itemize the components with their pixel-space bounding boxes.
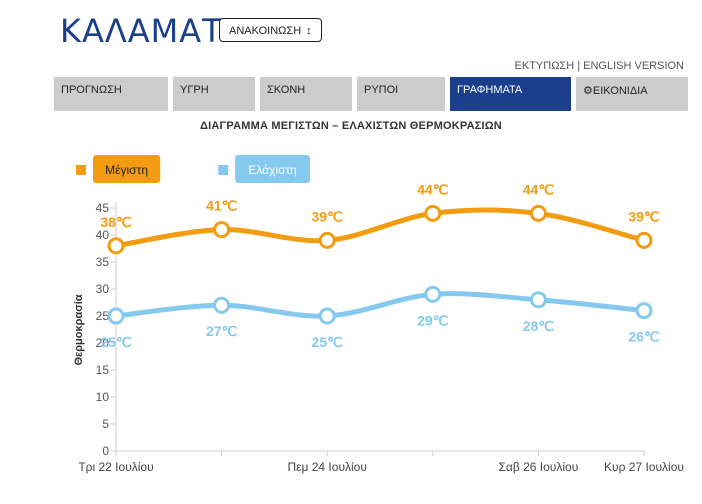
tab-label: ΡΥΠΟΙ xyxy=(364,84,399,96)
data-label: 41℃ xyxy=(206,198,238,214)
top-links: ΕΚΤΥΠΩΣΗ | ENGLISH VERSION xyxy=(515,60,684,72)
data-label: 28℃ xyxy=(523,318,555,334)
chart-title: ΔΙΑΓΡΑΜΜΑ ΜΕΓΙΣΤΩΝ – ΕΛΑΧΙΣΤΩΝ ΘΕΡΜΟΚΡΑΣ… xyxy=(200,120,502,132)
y-tick-label: 35 xyxy=(96,255,110,269)
tab-label: ΣΚΟΝΗ xyxy=(267,84,306,96)
legend-swatch xyxy=(218,165,229,175)
announcement-label: ΑΝΑΚΟΙΝΩΣΗ xyxy=(229,25,302,37)
tab-label: ΥΓΡΗ xyxy=(180,84,209,96)
x-tick-label: Σαβ 26 Ιουλίου xyxy=(499,460,579,474)
y-axis-label: Θερμοκρασία xyxy=(73,294,85,365)
legend-box xyxy=(93,155,161,183)
sort-arrow-icon: ↕ xyxy=(306,25,312,37)
x-tick-label: Τρι 22 Ιουλίου xyxy=(78,460,153,474)
tab-label: ΕΙΚΟΝΙΔΙΑ xyxy=(592,85,648,97)
tab-charts[interactable]: ΓΡΑΦΗΜΑΤΑ xyxy=(450,77,571,111)
data-point xyxy=(318,231,336,249)
print-link[interactable]: ΕΚΤΥΠΩΣΗ xyxy=(514,60,575,72)
data-point xyxy=(318,307,336,325)
announcement-button[interactable]: ΑΝΑΚΟΙΝΩΣΗ ↕ xyxy=(219,18,322,42)
data-point xyxy=(529,291,547,309)
y-tick-label: 0 xyxy=(102,444,109,458)
data-label: 26℃ xyxy=(628,329,660,345)
tab-humidity[interactable]: ΥΓΡΗ xyxy=(173,77,255,111)
data-point xyxy=(107,237,125,255)
gear-icon: ⚙ xyxy=(583,85,593,97)
legend-label: Μέγιστη xyxy=(105,163,148,177)
tab-label: ΓΡΑΦΗΜΑΤΑ xyxy=(457,84,523,96)
y-tick-label: 10 xyxy=(96,390,110,404)
data-point xyxy=(424,204,442,222)
legend-box xyxy=(235,155,310,183)
y-tick-label: 40 xyxy=(96,228,110,242)
data-label: 25℃ xyxy=(100,334,132,350)
legend-label: Ελάχιστη xyxy=(248,163,297,177)
data-point xyxy=(529,204,547,222)
english-version-link[interactable]: ENGLISH VERSION xyxy=(583,60,684,72)
data-point xyxy=(635,302,653,320)
series-line xyxy=(113,291,647,319)
y-tick-label: 25 xyxy=(96,309,110,323)
data-point xyxy=(213,221,231,239)
tab-dust[interactable]: ΣΚΟΝΗ xyxy=(260,77,352,111)
data-label: 25℃ xyxy=(312,334,344,350)
y-tick-label: 30 xyxy=(96,282,110,296)
data-point xyxy=(107,307,125,325)
data-label: 44℃ xyxy=(417,181,449,197)
legend-swatch xyxy=(76,165,86,175)
tab-forecast[interactable]: ΠΡΟΓΝΩΣΗ xyxy=(54,77,168,111)
data-label: 27℃ xyxy=(206,323,238,339)
series-line xyxy=(113,207,647,249)
tab-label: ΠΡΟΓΝΩΣΗ xyxy=(61,84,122,96)
data-label: 38℃ xyxy=(100,214,132,230)
data-point xyxy=(635,231,653,249)
y-tick-label: 15 xyxy=(96,363,110,377)
city-title: ΚΑΛΑΜΑΤΑ xyxy=(60,12,246,50)
y-tick-label: 5 xyxy=(102,417,109,431)
tab-pollutants[interactable]: ΡΥΠΟΙ xyxy=(357,77,445,111)
data-label: 39℃ xyxy=(312,208,344,224)
data-label: 29℃ xyxy=(417,312,449,328)
x-tick-label: Πεμ 24 Ιουλίου xyxy=(287,460,366,474)
data-point xyxy=(213,296,231,314)
data-label: 44℃ xyxy=(523,181,555,197)
tab-icons[interactable]: ⚙ΕΙΚΟΝΙΔΙΑ xyxy=(576,77,688,111)
data-point xyxy=(424,285,442,303)
top-links-separator: | xyxy=(577,60,581,72)
y-tick-label: 45 xyxy=(96,201,110,215)
data-label: 39℃ xyxy=(628,208,660,224)
y-tick-label: 20 xyxy=(96,336,110,350)
x-tick-label: Κυρ 27 Ιουλίου xyxy=(604,460,684,474)
